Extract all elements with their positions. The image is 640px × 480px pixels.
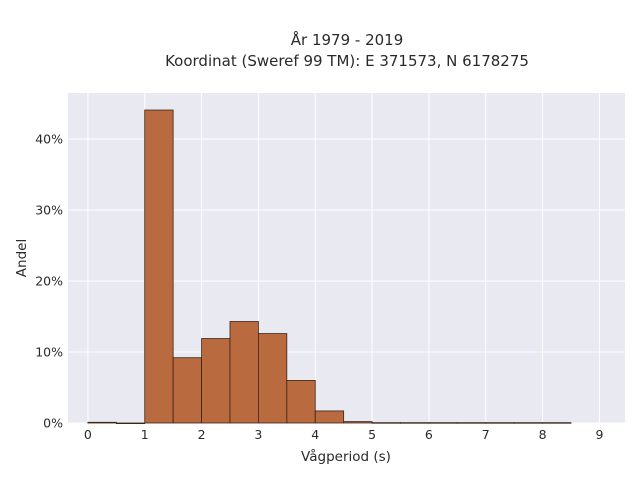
x-tick-label: 9	[595, 427, 603, 442]
x-axis-label: Vågperiod (s)	[301, 448, 391, 465]
histogram-bar	[201, 338, 231, 424]
y-tick-label: 0%	[43, 416, 63, 431]
x-tick-label: 5	[368, 427, 376, 442]
x-axis-ticks: 0 1 2 3 4 5 6 7 8 9	[84, 427, 604, 442]
x-tick-label: 8	[539, 427, 547, 442]
histogram-bar	[343, 421, 373, 424]
histogram-bar	[542, 422, 572, 424]
x-tick-label: 6	[425, 427, 433, 442]
chart-title: År 1979 - 2019	[291, 30, 404, 49]
histogram-bar	[456, 422, 487, 424]
histogram-bar	[371, 422, 401, 424]
x-tick-label: 7	[482, 427, 490, 442]
x-tick-label: 3	[254, 427, 262, 442]
histogram-bar	[485, 422, 515, 424]
x-tick-label: 1	[141, 427, 149, 442]
histogram-bar	[144, 109, 174, 424]
histogram-bar	[400, 422, 430, 424]
y-axis-label: Andel	[14, 239, 30, 277]
y-axis-ticks: 0% 10% 20% 30% 40%	[35, 132, 63, 431]
y-tick-label: 40%	[35, 132, 63, 147]
histogram-bar	[87, 421, 117, 424]
y-tick-label: 30%	[35, 203, 63, 218]
y-tick-label: 20%	[35, 274, 63, 289]
histogram-bar	[314, 410, 345, 424]
histogram-bar	[258, 333, 288, 424]
histogram-bars	[87, 109, 572, 425]
histogram-bar	[115, 422, 146, 425]
x-tick-label: 0	[84, 427, 92, 442]
histogram-bar	[513, 422, 543, 424]
histogram-bar	[172, 357, 202, 424]
x-tick-label: 2	[198, 427, 206, 442]
histogram-bar	[286, 380, 316, 424]
chart-subtitle: Koordinat (Sweref 99 TM): E 371573, N 61…	[165, 52, 529, 70]
histogram-bar	[229, 321, 259, 424]
histogram-bar	[428, 422, 458, 424]
x-tick-label: 4	[311, 427, 319, 442]
y-tick-label: 10%	[35, 345, 63, 360]
